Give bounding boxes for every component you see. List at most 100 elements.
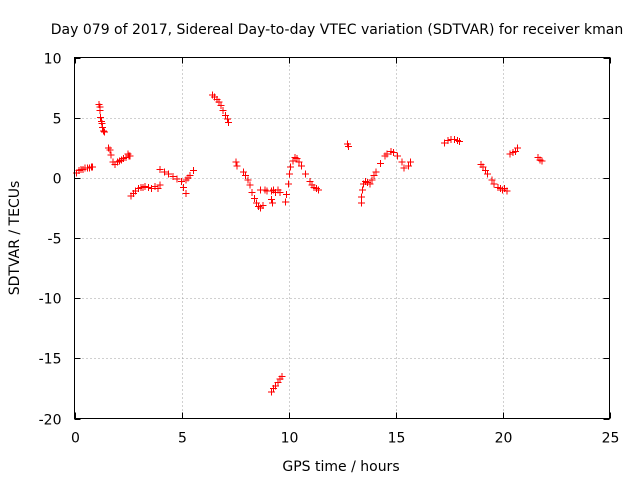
data-point	[314, 186, 322, 194]
data-point	[186, 171, 194, 179]
data-point	[107, 151, 115, 159]
data-point	[221, 111, 229, 119]
data-point	[219, 106, 227, 114]
data-point	[233, 162, 241, 170]
data-point	[154, 185, 162, 193]
data-point	[259, 202, 267, 210]
chart-title: Day 079 of 2017, Sidereal Day-to-day VTE…	[51, 22, 623, 38]
data-point	[225, 118, 233, 126]
data-point	[169, 173, 177, 181]
data-point	[357, 199, 365, 207]
data-point	[224, 115, 232, 123]
data-point	[479, 163, 487, 171]
data-point	[178, 177, 185, 185]
data-point	[295, 158, 303, 166]
data-point	[180, 183, 188, 191]
data-point	[189, 167, 197, 175]
data-point	[377, 159, 385, 167]
series-sdtvar	[73, 91, 546, 396]
data-point	[122, 153, 130, 161]
data-point	[389, 149, 397, 157]
data-point	[450, 135, 458, 143]
data-point	[156, 181, 164, 189]
data-point	[144, 183, 152, 191]
data-point	[286, 170, 294, 178]
data-point	[456, 138, 464, 146]
x-tick-label: 5	[178, 431, 187, 447]
data-point	[398, 158, 406, 166]
data-point	[281, 198, 289, 206]
x-axis-label: GPS time / hours	[282, 459, 399, 475]
data-point	[285, 180, 292, 188]
data-point	[481, 167, 489, 175]
data-point	[106, 146, 114, 154]
data-point	[368, 176, 376, 184]
data-point	[278, 372, 286, 380]
x-tick-label: 20	[495, 431, 513, 447]
data-point	[215, 98, 223, 106]
y-tick-label: -5	[48, 232, 62, 248]
data-point	[141, 182, 149, 190]
y-tick-label: -10	[39, 292, 62, 308]
data-point	[302, 170, 310, 178]
data-point	[250, 194, 258, 202]
tick-label-layer: 0 5 10 15 20 25 10 5 0 -5 -10 -15 -20	[39, 52, 620, 447]
data-point	[490, 180, 498, 188]
x-tick-label: 25	[602, 431, 620, 447]
data-point	[246, 181, 254, 189]
data-point	[156, 165, 164, 173]
data-point	[274, 378, 282, 386]
data-point	[96, 106, 104, 114]
data-point	[383, 150, 391, 158]
data-point	[513, 144, 521, 152]
data-point	[173, 175, 181, 183]
data-point	[272, 382, 280, 390]
data-point	[160, 168, 168, 176]
data-point	[252, 199, 260, 207]
data-point	[240, 168, 248, 176]
data-point	[100, 128, 108, 136]
data-point	[99, 127, 107, 135]
y-tick-label: 10	[44, 52, 62, 68]
data-point	[394, 152, 402, 160]
data-point	[511, 147, 519, 155]
data-point	[126, 152, 134, 160]
data-point	[306, 177, 314, 185]
x-tick-label: 15	[388, 431, 406, 447]
data-point	[506, 150, 514, 158]
data-point	[372, 168, 380, 176]
data-point	[89, 163, 97, 171]
y-tick-label: -15	[39, 352, 62, 368]
y-tick-label: 5	[53, 112, 62, 128]
grid-layer	[74, 57, 610, 419]
points-layer	[73, 91, 546, 396]
data-point	[98, 123, 106, 131]
tick-layer	[74, 57, 611, 420]
data-point	[276, 188, 284, 196]
data-point	[297, 162, 305, 170]
data-point	[406, 158, 414, 166]
data-point	[293, 155, 301, 163]
data-point	[370, 171, 378, 179]
data-point	[358, 186, 366, 194]
x-tick-label: 0	[71, 431, 80, 447]
data-point	[444, 137, 452, 145]
data-point	[248, 188, 256, 196]
data-point	[242, 171, 250, 179]
data-point	[404, 162, 412, 170]
data-point	[267, 388, 275, 396]
plot-frame	[74, 57, 610, 419]
data-point	[366, 180, 374, 188]
x-tick-label: 10	[281, 431, 299, 447]
data-point	[282, 191, 290, 199]
data-point	[289, 157, 297, 165]
data-point	[268, 199, 276, 207]
data-point	[484, 170, 492, 178]
y-axis-label: SDTVAR / TECUs	[7, 181, 23, 296]
data-point	[165, 170, 173, 178]
data-point	[503, 187, 511, 195]
data-point	[232, 158, 240, 166]
data-point	[287, 163, 295, 171]
